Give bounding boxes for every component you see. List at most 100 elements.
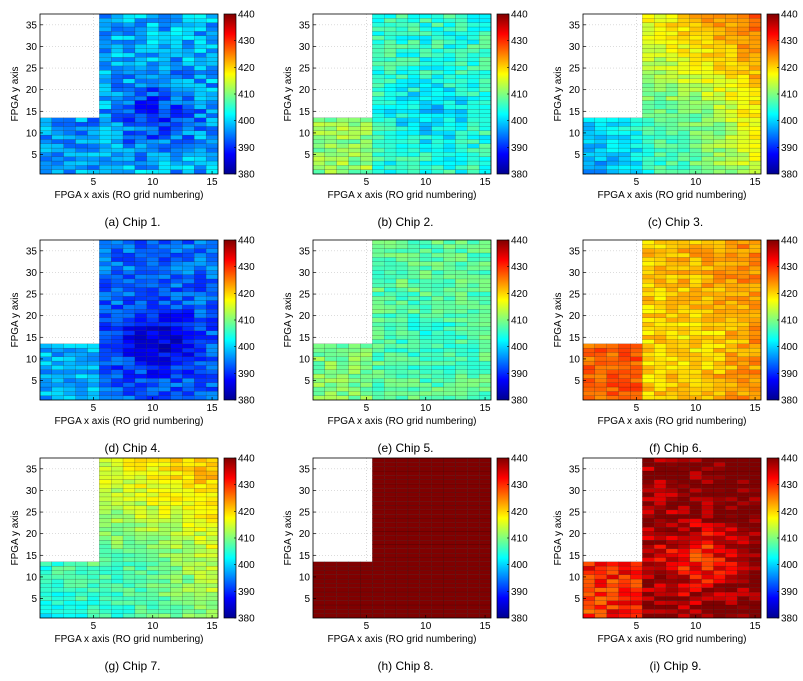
heatmap-cell (99, 169, 112, 175)
heatmap-cell (134, 488, 147, 493)
heatmap-cell (205, 365, 219, 370)
heatmap-cell (194, 274, 207, 280)
heatmap-cell (594, 169, 607, 175)
heatmap-cell (630, 152, 643, 157)
heatmap-cell (372, 313, 385, 318)
heatmap-cell (205, 386, 219, 392)
heatmap-cell (642, 287, 655, 293)
heatmap-cell (713, 274, 726, 280)
heatmap-cell (182, 65, 195, 71)
heatmap-cell (205, 31, 219, 36)
heatmap-cell (737, 291, 750, 297)
heatmap-cell (618, 134, 631, 140)
heatmap-cell (665, 373, 679, 379)
heatmap-cell (134, 313, 147, 318)
heatmap-cell (122, 296, 136, 301)
heatmap-cell (443, 548, 456, 554)
heatmap-cell (443, 527, 456, 532)
heatmap-cell (665, 13, 679, 19)
heatmap-cell (407, 270, 420, 275)
heatmap-cell (443, 317, 456, 323)
heatmap-cell (158, 462, 171, 467)
heatmap-cell (182, 287, 195, 293)
heatmap-cell (395, 395, 409, 401)
heatmap-cell (205, 492, 219, 498)
heatmap-cell (689, 347, 702, 353)
heatmap-cell (467, 352, 480, 357)
heatmap-cell (122, 44, 136, 49)
heatmap-cell (701, 296, 714, 301)
heatmap-cell (642, 274, 655, 280)
heatmap-cell (748, 13, 762, 19)
panel-caption: (f) Chip 6. (649, 441, 702, 455)
heatmap-cell (443, 78, 456, 84)
heatmap-cell (348, 591, 361, 597)
heatmap-cell (677, 143, 690, 149)
heatmap-cell (170, 583, 183, 588)
colorbar-tick-label: 440 (781, 10, 798, 21)
heatmap-cell (194, 322, 207, 327)
heatmap-cell (395, 139, 409, 144)
heatmap-cell (384, 96, 397, 101)
heatmap-cell (665, 117, 679, 123)
heatmap-cell (431, 108, 444, 114)
heatmap-cell (384, 117, 397, 123)
heatmap-cell (737, 147, 750, 153)
heatmap-cell (713, 518, 726, 524)
heatmap-cell (111, 35, 124, 41)
heatmap-cell (99, 248, 112, 254)
heatmap-cell (431, 561, 444, 567)
heatmap-cell (701, 96, 714, 101)
heatmap-cell (158, 343, 171, 349)
heatmap-cell (182, 13, 195, 19)
heatmap-cell (725, 347, 738, 353)
heatmap-cell (455, 126, 468, 131)
heatmap-cell (455, 35, 468, 41)
heatmap-cell (467, 100, 480, 105)
heatmap-cell (39, 360, 53, 366)
heatmap-cell (372, 583, 385, 588)
heatmap-cell (182, 169, 195, 175)
heatmap-cell (111, 44, 124, 49)
heatmap-cell (642, 283, 655, 288)
heatmap-cell (689, 283, 702, 288)
heatmap-cell (134, 540, 147, 545)
heatmap-cell (324, 134, 337, 140)
heatmap-cell (205, 501, 219, 506)
heatmap-cell (689, 239, 702, 245)
heatmap-cell (642, 587, 655, 593)
heatmap-cell (594, 565, 607, 571)
heatmap-cell (606, 356, 619, 362)
heatmap-cell (372, 134, 385, 140)
heatmap-cell (713, 352, 726, 357)
heatmap-cell (725, 165, 738, 170)
heatmap-cell (134, 121, 147, 127)
heatmap-cell (467, 522, 480, 528)
heatmap-cell (182, 540, 195, 545)
heatmap-cell (748, 326, 762, 331)
heatmap-cell (194, 91, 207, 97)
heatmap-cell (134, 330, 147, 336)
heatmap-cell (170, 313, 183, 318)
heatmap-cell (158, 31, 171, 36)
heatmap-cell (146, 522, 159, 528)
heatmap-cell (713, 78, 726, 84)
heatmap-cell (737, 492, 750, 498)
heatmap-cell (467, 117, 480, 123)
heatmap-cell (324, 604, 337, 610)
heatmap-cell (182, 304, 195, 310)
heatmap-cell (146, 365, 159, 370)
heatmap-cell (134, 395, 147, 401)
heatmap-cell (134, 156, 147, 162)
heatmap-cell (372, 470, 385, 476)
x-tick-label: 15 (480, 403, 492, 414)
heatmap-cell (713, 613, 726, 619)
heatmap-cell (134, 527, 147, 532)
heatmap-cell (455, 505, 468, 511)
heatmap-cell (372, 369, 385, 375)
heatmap-cell (478, 501, 492, 506)
heatmap-cell (689, 265, 702, 271)
heatmap-cell (360, 165, 373, 170)
heatmap-cell (443, 274, 456, 280)
heatmap-cell (748, 609, 762, 614)
